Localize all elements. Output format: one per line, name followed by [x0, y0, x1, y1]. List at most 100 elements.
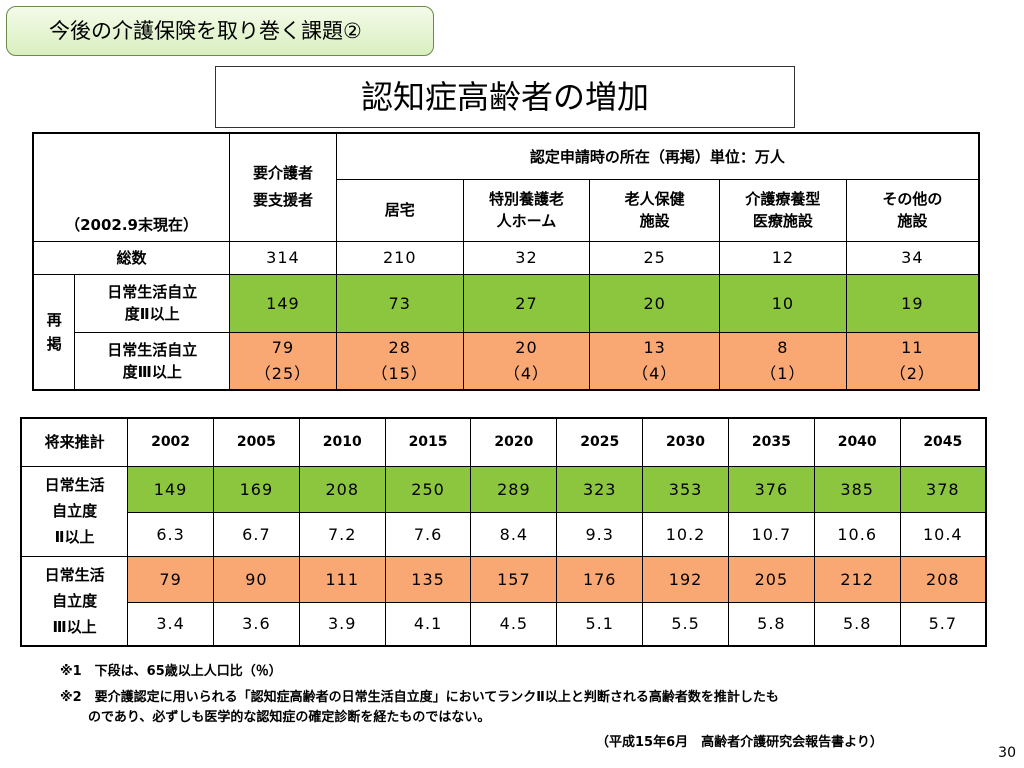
total-cell: 32: [462, 240, 591, 275]
restated-label: 再掲: [32, 273, 76, 391]
col-medical-facility: 介護療養型 医療施設: [719, 178, 847, 242]
total-cell: 210: [335, 240, 464, 275]
year-header: 2015: [384, 417, 472, 467]
projection-cell: 385: [813, 465, 901, 513]
projection-cell: 111: [298, 555, 386, 603]
col-health-facility: 老人保健 施設: [589, 178, 721, 242]
location-group-header: 認定申請時の所在（再掲）単位：万人: [335, 132, 980, 180]
ratio-cell: 10.7: [727, 511, 815, 557]
year-header: 2045: [899, 417, 987, 467]
rank2-cell: 73: [335, 273, 464, 333]
rank2-projection-row: 日常生活 自立度 Ⅱ以上 149 169 208 250 289 323 353 3…: [20, 465, 987, 557]
rank2-ratio-row: 6.3 6.7 7.2 7.6 8.4 9.3 10.2 10.7 10.6 1…: [21, 511, 987, 557]
projection-cell: 376: [727, 465, 815, 513]
projection-cell: 353: [642, 465, 729, 513]
projection-table: 将来推計 2002 2005 2010 2015 2020 2025 2030 …: [20, 417, 987, 647]
rank3-label: 日常生活自立 度Ⅲ以上: [74, 331, 231, 391]
projection-cell: 135: [384, 555, 472, 603]
ratio-cell: 7.2: [298, 511, 386, 557]
location-headers-row: 居宅 特別養護老 人ホーム 老人保健 施設 介護療養型 医療施設 その他の 施設: [33, 178, 980, 242]
slide-title: 認知症高齢者の増加: [215, 66, 795, 128]
ratio-cell: 5.8: [813, 601, 901, 647]
year-header: 2010: [298, 417, 386, 467]
note-1: ※1 下段は、65歳以上人口比（％）: [60, 664, 282, 679]
rank2-cell: 27: [462, 273, 591, 333]
col-total-header: 要介護者 要支援者: [229, 132, 337, 242]
ratio-cell: 8.4: [470, 511, 558, 557]
current-status-table: （2002.9末現在） 要介護者 要支援者 認定申請時の所在（再掲）単位：万人 …: [32, 132, 980, 391]
ratio-cell: 4.1: [384, 601, 472, 647]
projection-cell: 205: [727, 555, 815, 603]
rank2-row: 再掲 日常生活自立 度Ⅱ以上 149 73 27 20 10 19: [32, 273, 980, 391]
year-header: 2040: [813, 417, 901, 467]
total-cell: 12: [719, 240, 847, 275]
year-header: 2035: [727, 417, 815, 467]
rank3-ratio-row: 3.4 3.6 3.9 4.1 4.5 5.1 5.5 5.8 5.8 5.7: [21, 601, 987, 647]
ratio-cell: 9.3: [556, 511, 644, 557]
ratio-cell: 3.9: [298, 601, 386, 647]
projection-cell: 90: [212, 555, 300, 603]
rank2-cell: 19: [845, 273, 980, 333]
rank3-projection-row: 日常生活 自立度 Ⅲ以上 79 90 111 135 157 176 192 205…: [20, 555, 987, 647]
col-nursing-home: 特別養護老 人ホーム: [462, 178, 591, 242]
projection-cell: 323: [556, 465, 644, 513]
ratio-cell: 3.6: [212, 601, 300, 647]
col-other-facility: その他の 施設: [845, 178, 980, 242]
year-header: 2030: [642, 417, 729, 467]
total-cell: 314: [229, 240, 337, 275]
rank3-cell: 11 （2）: [845, 331, 980, 391]
projection-cell: 157: [470, 555, 558, 603]
page-number: 30: [998, 745, 1016, 761]
source-note: （平成15年6月 高齢者介護研究会報告書より）: [596, 735, 883, 750]
rank3-projection-label: 日常生活 自立度 Ⅲ以上: [20, 555, 129, 647]
ratio-cell: 5.5: [642, 601, 729, 647]
ratio-cell: 6.3: [127, 511, 214, 557]
projection-cell: 149: [127, 465, 214, 513]
rank2-label: 日常生活自立 度Ⅱ以上: [74, 273, 231, 333]
projection-corner: 将来推計: [20, 417, 129, 467]
ratio-cell: 10.6: [813, 511, 901, 557]
ratio-cell: 4.5: [470, 601, 558, 647]
rank3-row: 日常生活自立 度Ⅲ以上 79 （25） 28 （15） 20 （4） 13 （4） 8 （1…: [33, 331, 980, 391]
ratio-cell: 5.1: [556, 601, 644, 647]
projection-cell: 250: [384, 465, 472, 513]
projection-cell: 208: [899, 555, 987, 603]
year-header: 2005: [212, 417, 300, 467]
section-header: 今後の介護保険を取り巻く課題②: [6, 6, 434, 56]
projection-cell: 378: [899, 465, 987, 513]
rank3-cell: 28 （15）: [335, 331, 464, 391]
projection-cell: 289: [470, 465, 558, 513]
ratio-cell: 10.2: [642, 511, 729, 557]
rank2-projection-label: 日常生活 自立度 Ⅱ以上: [20, 465, 129, 557]
projection-cell: 212: [813, 555, 901, 603]
ratio-cell: 6.7: [212, 511, 300, 557]
rank3-cell: 13 （4）: [589, 331, 721, 391]
note-2-line1: ※2 要介護認定に用いられる「認知症高齢者の日常生活自立度」においてランクⅡ以上…: [60, 690, 779, 705]
ratio-cell: 10.4: [899, 511, 987, 557]
rank3-cell: 79 （25）: [229, 331, 337, 391]
rank3-cell: 20 （4）: [462, 331, 591, 391]
projection-cell: 169: [212, 465, 300, 513]
total-cell: 25: [589, 240, 721, 275]
total-row: 総数 314 210 32 25 12 34: [32, 240, 980, 275]
ratio-cell: 5.7: [899, 601, 987, 647]
col-total-line1: 要介護者: [252, 164, 313, 183]
year-header: 2025: [556, 417, 644, 467]
year-header-row: 将来推計 2002 2005 2010 2015 2020 2025 2030 …: [20, 417, 987, 467]
ratio-cell: 3.4: [127, 601, 214, 647]
year-header: 2020: [470, 417, 558, 467]
col-home: 居宅: [335, 178, 464, 242]
year-header: 2002: [127, 417, 214, 467]
ratio-cell: 7.6: [384, 511, 472, 557]
projection-cell: 192: [642, 555, 729, 603]
total-label: 総数: [32, 240, 231, 275]
ratio-cell: 5.8: [727, 601, 815, 647]
col-total-line2: 要支援者: [252, 191, 313, 210]
note-2-line2: のであり、必ずしも医学的な認知症の確定診断を経たものではない。: [88, 710, 491, 725]
date-label: （2002.9末現在）: [32, 132, 231, 242]
projection-cell: 79: [127, 555, 214, 603]
rank2-cell: 10: [719, 273, 847, 333]
rank2-cell: 20: [589, 273, 721, 333]
projection-cell: 176: [556, 555, 644, 603]
total-cell: 34: [845, 240, 980, 275]
